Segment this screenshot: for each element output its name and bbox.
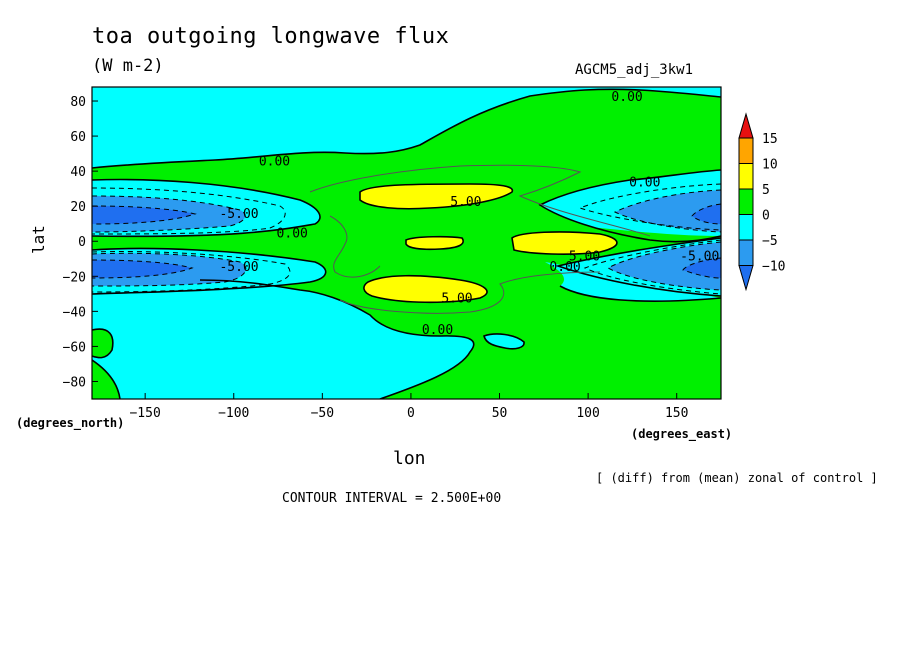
field-neg5-0-hole (483, 333, 525, 350)
contour-zero-east (538, 169, 721, 243)
contour-zero-sw (92, 359, 121, 399)
y-tick-label: 0 (78, 235, 86, 250)
y-tick-label: −20 (63, 270, 86, 285)
colorbar-label: 10 (762, 158, 778, 173)
contour-zero-south (92, 328, 114, 359)
contour-zero-west-south (92, 247, 327, 295)
contour-zero-north (92, 88, 721, 169)
dash-west-north-3 (92, 205, 197, 225)
contour-zero-west-tropics (92, 178, 321, 238)
dash-west-south-1 (92, 251, 291, 293)
dash-east-north-1 (578, 183, 721, 231)
contour-2p5-center (329, 215, 381, 278)
contour-label: 0.00 (549, 260, 580, 275)
x-axis-units: (degrees_east) (631, 427, 733, 441)
plot-frame (91, 86, 722, 400)
colorbar-label: 0 (762, 209, 770, 224)
contour-label: 5.00 (569, 249, 600, 264)
contour-interval-text: CONTOUR INTERVAL = 2.500E+00 (282, 491, 502, 506)
contour-labels: 0.000.000.00-5.005.000.005.000.00-5.00-5… (219, 90, 719, 338)
x-tick-label: 0 (407, 406, 415, 421)
y-axis-units: (degrees_north) (16, 416, 125, 430)
y-tick-label: 60 (70, 130, 86, 145)
y-tick-label: −40 (63, 305, 86, 320)
x-tick-label: −150 (129, 406, 160, 421)
dash-east-south-3 (682, 257, 721, 279)
x-tick-label: 150 (665, 406, 688, 421)
contour-2p5-north (309, 164, 651, 237)
x-tick-label: 50 (492, 406, 508, 421)
y-tick-label: −80 (63, 375, 86, 390)
contour-2p5-south (339, 271, 601, 314)
contour-zero-east-south (555, 237, 721, 297)
chart-title: toa outgoing longwave flux (92, 24, 450, 49)
colorbar-swatch (738, 163, 754, 190)
field-5-10-east (511, 231, 618, 255)
colorbar-swatch (738, 214, 754, 241)
colorbar: 15 10 5 0 −5 −10 (738, 112, 785, 292)
contour-label: -5.00 (680, 249, 719, 264)
contour-label: -5.00 (219, 207, 258, 222)
y-tick-label: 20 (70, 200, 86, 215)
x-tick-label: 100 (576, 406, 599, 421)
y-axis: 80 60 40 20 0 −20 −40 −60 −80 (63, 95, 98, 390)
x-tick-label: −100 (218, 406, 249, 421)
field-5-10-north (359, 183, 514, 210)
y-tick-label: 80 (70, 95, 86, 110)
contour-fields (92, 87, 721, 399)
colorbar-label: 15 (762, 132, 778, 147)
y-tick-label: −60 (63, 340, 86, 355)
colorbar-bottom-arrow (738, 265, 754, 292)
field-below-neg10-east-south (683, 258, 721, 278)
contour-label: -5.00 (219, 260, 258, 275)
dash-west-south-3 (92, 259, 194, 279)
contour-label: 5.00 (450, 195, 481, 210)
colorbar-swatch (738, 188, 754, 215)
colorbar-swatch (738, 137, 754, 164)
dash-west-north-1 (92, 187, 286, 235)
contour-zero-antarctic (199, 279, 475, 399)
contour-label: 5.00 (441, 291, 472, 306)
contour-zero-se (559, 285, 721, 302)
colorbar-label: −10 (762, 260, 785, 275)
x-axis-label: lon (393, 448, 426, 469)
field-neg10-neg5-east-north (615, 190, 721, 232)
contour-label: 0.00 (259, 155, 290, 170)
dash-east-south-2 (606, 241, 721, 291)
colorbar-label: −5 (762, 234, 778, 249)
contour-label: 0.00 (629, 176, 660, 191)
colorbar-label: 5 (762, 183, 770, 198)
x-tick-label: −50 (311, 406, 334, 421)
contour-lines (92, 88, 721, 399)
colorbar-swatch (738, 239, 754, 266)
field-5-10-center (405, 235, 464, 251)
contour-label: 0.00 (611, 90, 642, 105)
contour-label: 0.00 (277, 226, 308, 241)
diff-note: [ (diff) from (mean) zonal of control ] (596, 471, 878, 485)
colorbar-top-arrow (738, 112, 754, 139)
x-axis: −150 −100 −50 0 50 100 150 (129, 393, 688, 421)
field-below-neg10-east-north (692, 204, 721, 224)
dash-east-north-2 (613, 189, 721, 233)
dash-west-north-2 (92, 195, 246, 233)
dash-east-north-3 (691, 203, 721, 225)
experiment-name: AGCM5_adj_3kw1 (575, 62, 694, 78)
dash-west-south-2 (92, 252, 247, 287)
y-tick-label: 40 (70, 165, 86, 180)
field-5-10-south (363, 274, 488, 304)
chart-units: (W m-2) (92, 56, 164, 76)
dashed-negative-contours (92, 183, 721, 295)
dash-east-south-1 (583, 239, 721, 295)
contour-label: 0.00 (422, 323, 453, 338)
